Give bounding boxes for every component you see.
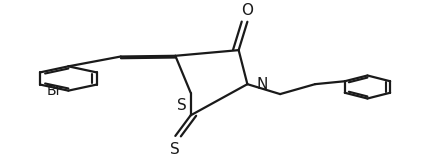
- Text: S: S: [170, 142, 180, 157]
- Text: Br: Br: [46, 84, 62, 98]
- Text: O: O: [241, 3, 253, 18]
- Text: S: S: [177, 98, 187, 113]
- Text: N: N: [257, 77, 268, 92]
